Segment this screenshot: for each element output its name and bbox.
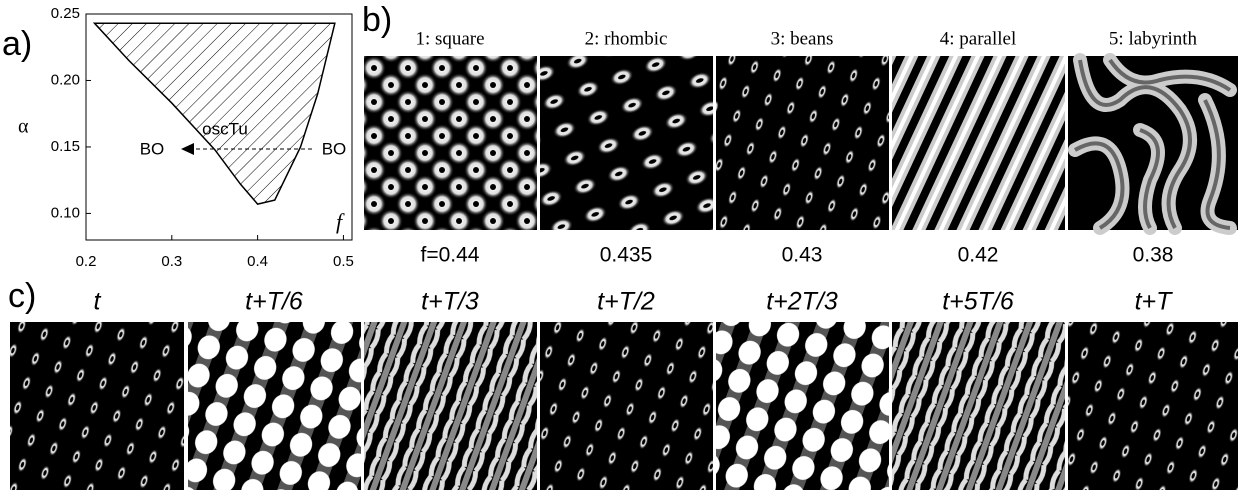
- y-tick-label: 0.20: [51, 71, 80, 88]
- figure: a) b) c) α f oscTu BO BO 0.20.30.40.50.1…: [0, 0, 1238, 496]
- pattern-image: [540, 322, 713, 490]
- f-label: f=0.44: [421, 244, 480, 267]
- panel-label: b): [362, 1, 392, 39]
- pattern-image: [892, 322, 1065, 490]
- y-tick-label: 0.10: [51, 204, 80, 221]
- pattern-image: [10, 322, 184, 490]
- time-label: t+T/6: [245, 288, 303, 316]
- f-label: 0.42: [958, 244, 999, 267]
- panel-label: a): [2, 25, 32, 63]
- annotation: BO: [322, 139, 347, 158]
- pattern-image: [364, 56, 537, 230]
- arrow-head: [181, 143, 194, 155]
- time-label: t+2T/3: [766, 288, 838, 316]
- y-axis-label: α: [18, 116, 29, 138]
- f-label: 0.38: [1133, 244, 1174, 267]
- panel-title: 2: rhombic: [585, 28, 668, 49]
- pattern-image: [716, 56, 889, 230]
- y-tick-label: 0.25: [51, 5, 80, 22]
- pattern-image: [1068, 322, 1238, 490]
- pattern-image: [188, 322, 361, 490]
- region: [95, 23, 335, 204]
- panel-title: 3: beans: [771, 28, 834, 49]
- pattern-image: [364, 322, 537, 490]
- labyrinth-image: [1068, 56, 1238, 230]
- x-tick-label: 0.2: [76, 253, 97, 270]
- time-label: t+T/2: [597, 288, 655, 316]
- pattern-image: [540, 56, 713, 230]
- x-axis-label: f: [336, 209, 345, 234]
- time-label: t+5T/6: [942, 288, 1014, 316]
- annotation: BO: [140, 139, 165, 158]
- x-tick-label: 0.3: [161, 253, 182, 270]
- time-label: t: [94, 288, 102, 316]
- panel-title: 1: square: [415, 28, 484, 49]
- panel-title: 4: parallel: [940, 28, 1017, 49]
- f-label: 0.43: [782, 244, 823, 267]
- panel-label: c): [8, 277, 36, 315]
- pattern-image: [892, 56, 1065, 230]
- x-tick-label: 0.5: [333, 253, 354, 270]
- x-tick-label: 0.4: [247, 253, 268, 270]
- pattern-image: [716, 322, 889, 490]
- f-label: 0.435: [600, 244, 653, 267]
- panel-title: 5: labyrinth: [1109, 28, 1198, 49]
- y-tick-label: 0.15: [51, 138, 80, 155]
- time-label: t+T/3: [421, 288, 479, 316]
- time-label: t+T: [1135, 288, 1174, 316]
